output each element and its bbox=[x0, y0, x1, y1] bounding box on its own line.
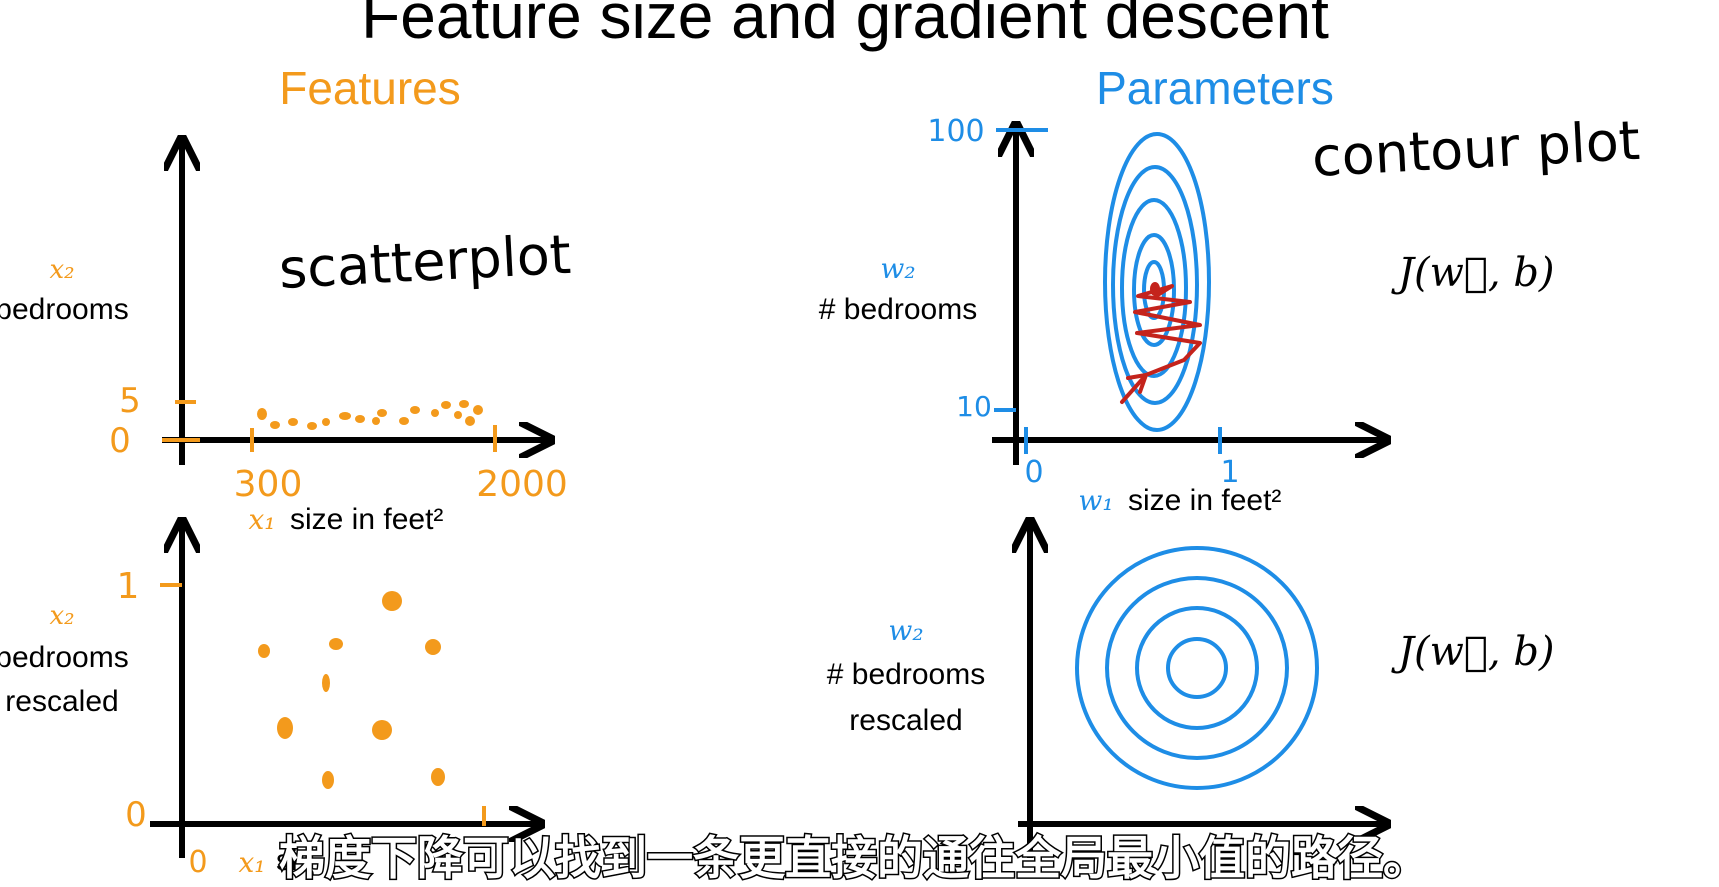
data-point bbox=[377, 409, 387, 417]
slide-title: Feature size and gradient descent bbox=[361, 0, 1329, 52]
features-top-ytick-label-5: 5 bbox=[119, 381, 141, 421]
data-point bbox=[410, 406, 420, 414]
parameters-bottom-plot: w₂ # bedrooms rescaled J(w⃗, b) bbox=[827, 524, 1555, 858]
data-point bbox=[441, 401, 451, 409]
features-top-ytick-label-0: 0 bbox=[109, 421, 131, 461]
parameters-bottom-y-line1: # bedrooms bbox=[827, 658, 985, 691]
gradient-descent-path bbox=[1120, 284, 1202, 404]
parameters-top-y-var: w₂ bbox=[880, 252, 915, 285]
parameters-top-xtick-label-0: 0 bbox=[1024, 455, 1043, 490]
contour-plot-note: contour plot bbox=[1310, 109, 1641, 189]
contour-ring bbox=[1132, 233, 1176, 347]
data-point bbox=[454, 411, 462, 419]
contour-ring bbox=[1111, 165, 1199, 405]
features-top-plot: x₂ bedrooms 5 0 300 2000 x₁ size in feet… bbox=[0, 142, 572, 536]
contour-ring bbox=[1166, 637, 1228, 699]
data-point bbox=[322, 418, 330, 426]
features-top-y-var: x₂ bbox=[49, 255, 74, 285]
contour-ring bbox=[1120, 198, 1188, 378]
data-point bbox=[465, 416, 475, 426]
parameters-top-x-text: size in feet² bbox=[1128, 484, 1281, 517]
data-point bbox=[258, 644, 270, 658]
parameters-top-ytick-label-100: 100 bbox=[927, 114, 984, 149]
features-top-points bbox=[257, 400, 483, 430]
features-top-x-text: size in feet² bbox=[290, 503, 443, 536]
features-top-xtick-label-2000: 2000 bbox=[476, 464, 568, 505]
data-point bbox=[270, 421, 280, 429]
data-point bbox=[399, 417, 409, 425]
parameters-bottom-y-line2: rescaled bbox=[849, 704, 962, 737]
circular-contours bbox=[1075, 546, 1319, 790]
data-point bbox=[372, 417, 380, 425]
parameters-bottom-y-var: w₂ bbox=[888, 614, 923, 647]
features-bottom-y-line1: bedrooms bbox=[0, 641, 129, 674]
parameters-heading: Parameters bbox=[1096, 62, 1334, 114]
contour-ring bbox=[1105, 576, 1289, 760]
data-point bbox=[322, 674, 330, 692]
data-point bbox=[372, 720, 392, 740]
data-point bbox=[431, 768, 445, 786]
data-point bbox=[307, 422, 317, 430]
data-point bbox=[339, 412, 351, 420]
features-top-y-text: bedrooms bbox=[0, 293, 129, 326]
features-bottom-plot: x₂ bedrooms rescaled 1 0 0 x₁ si bbox=[0, 524, 538, 880]
features-bottom-xtick-label-0: 0 bbox=[188, 845, 207, 880]
data-point bbox=[257, 408, 267, 420]
features-bottom-points bbox=[258, 591, 445, 789]
parameters-top-xtick-label-1: 1 bbox=[1220, 455, 1239, 490]
data-point bbox=[322, 771, 334, 789]
features-heading: Features bbox=[279, 62, 461, 114]
features-bottom-y-var: x₂ bbox=[49, 601, 74, 631]
features-top-xtick-label-300: 300 bbox=[234, 464, 303, 505]
scatterplot-note: scatterplot bbox=[277, 223, 572, 301]
features-bottom-ytick-label-0: 0 bbox=[125, 795, 147, 835]
contour-ring bbox=[1103, 132, 1211, 432]
data-point bbox=[277, 717, 293, 739]
data-point bbox=[473, 405, 483, 415]
data-point bbox=[431, 409, 439, 417]
data-point bbox=[329, 638, 343, 650]
cost-function-label-top: J(w⃗, b) bbox=[1391, 250, 1555, 296]
video-subtitle: 梯度下降可以找到一条更直接的通往全局最小值的路径。 bbox=[279, 831, 1429, 885]
data-point bbox=[288, 418, 298, 426]
global-minimum-marker bbox=[1150, 282, 1160, 296]
data-point bbox=[382, 591, 402, 611]
parameters-top-ytick-label-10: 10 bbox=[956, 390, 992, 423]
contour-ring bbox=[1135, 606, 1259, 730]
contour-ring bbox=[1075, 546, 1319, 790]
elongated-contours bbox=[1103, 132, 1211, 432]
data-point bbox=[459, 400, 469, 408]
cost-function-label-bottom: J(w⃗, b) bbox=[1391, 629, 1555, 675]
features-bottom-x-text: si bbox=[276, 844, 298, 877]
descent-zigzag bbox=[1120, 284, 1202, 404]
features-top-x-var: x₁ bbox=[248, 503, 275, 536]
features-bottom-y-line2: rescaled bbox=[5, 685, 118, 718]
features-bottom-ytick-label-1: 1 bbox=[117, 566, 140, 607]
parameters-top-y-text: # bedrooms bbox=[819, 293, 977, 326]
descent-start-arrow bbox=[1126, 373, 1148, 394]
data-point bbox=[425, 639, 441, 655]
parameters-top-x-var: w₁ bbox=[1078, 484, 1113, 517]
data-point bbox=[355, 415, 365, 423]
features-bottom-x-var: x₁ bbox=[238, 846, 265, 879]
parameters-top-plot: 100 10 0 1 w₂ # bedrooms w₁ size in feet… bbox=[819, 109, 1642, 517]
